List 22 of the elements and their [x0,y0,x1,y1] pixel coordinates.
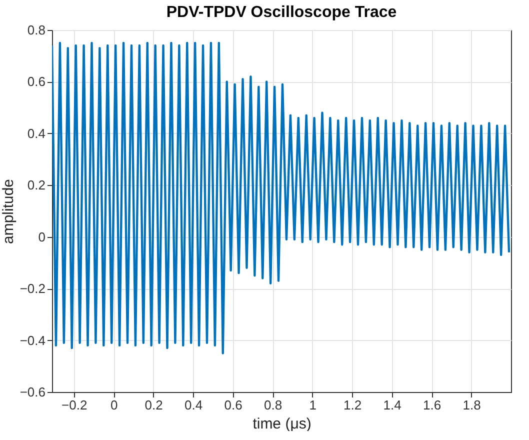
y-axis-title: amplitude [0,178,17,244]
x-tick-label: 0.2 [144,398,163,412]
y-tick-label: −0.2 [20,281,46,296]
y-tick-label: 0.8 [27,22,46,38]
x-tick-label: 0.8 [264,398,282,412]
y-tick-label: 0 [38,229,46,244]
x-tick-label: 1.2 [344,398,362,412]
chart-title: PDV-TPDV Oscilloscope Trace [166,4,397,21]
x-tick-label: 0.4 [184,398,203,412]
y-tick-label: −0.6 [20,384,46,400]
y-tick-label: 0.2 [27,178,46,193]
x-tick-label: 1.8 [462,398,481,412]
x-tick-label: 1 [309,398,316,412]
line-series [52,42,510,354]
x-tick-label: 0.6 [224,398,242,412]
y-tick-label: −0.4 [20,332,46,348]
x-tick-label: −0.2 [62,398,88,412]
x-tick-label: 1.6 [422,398,442,412]
y-tick-label: 0.6 [27,74,46,90]
x-tick-label: 1.4 [383,398,402,412]
x-tick-label: 0 [110,398,118,412]
y-tick-label: 0.4 [27,126,46,141]
